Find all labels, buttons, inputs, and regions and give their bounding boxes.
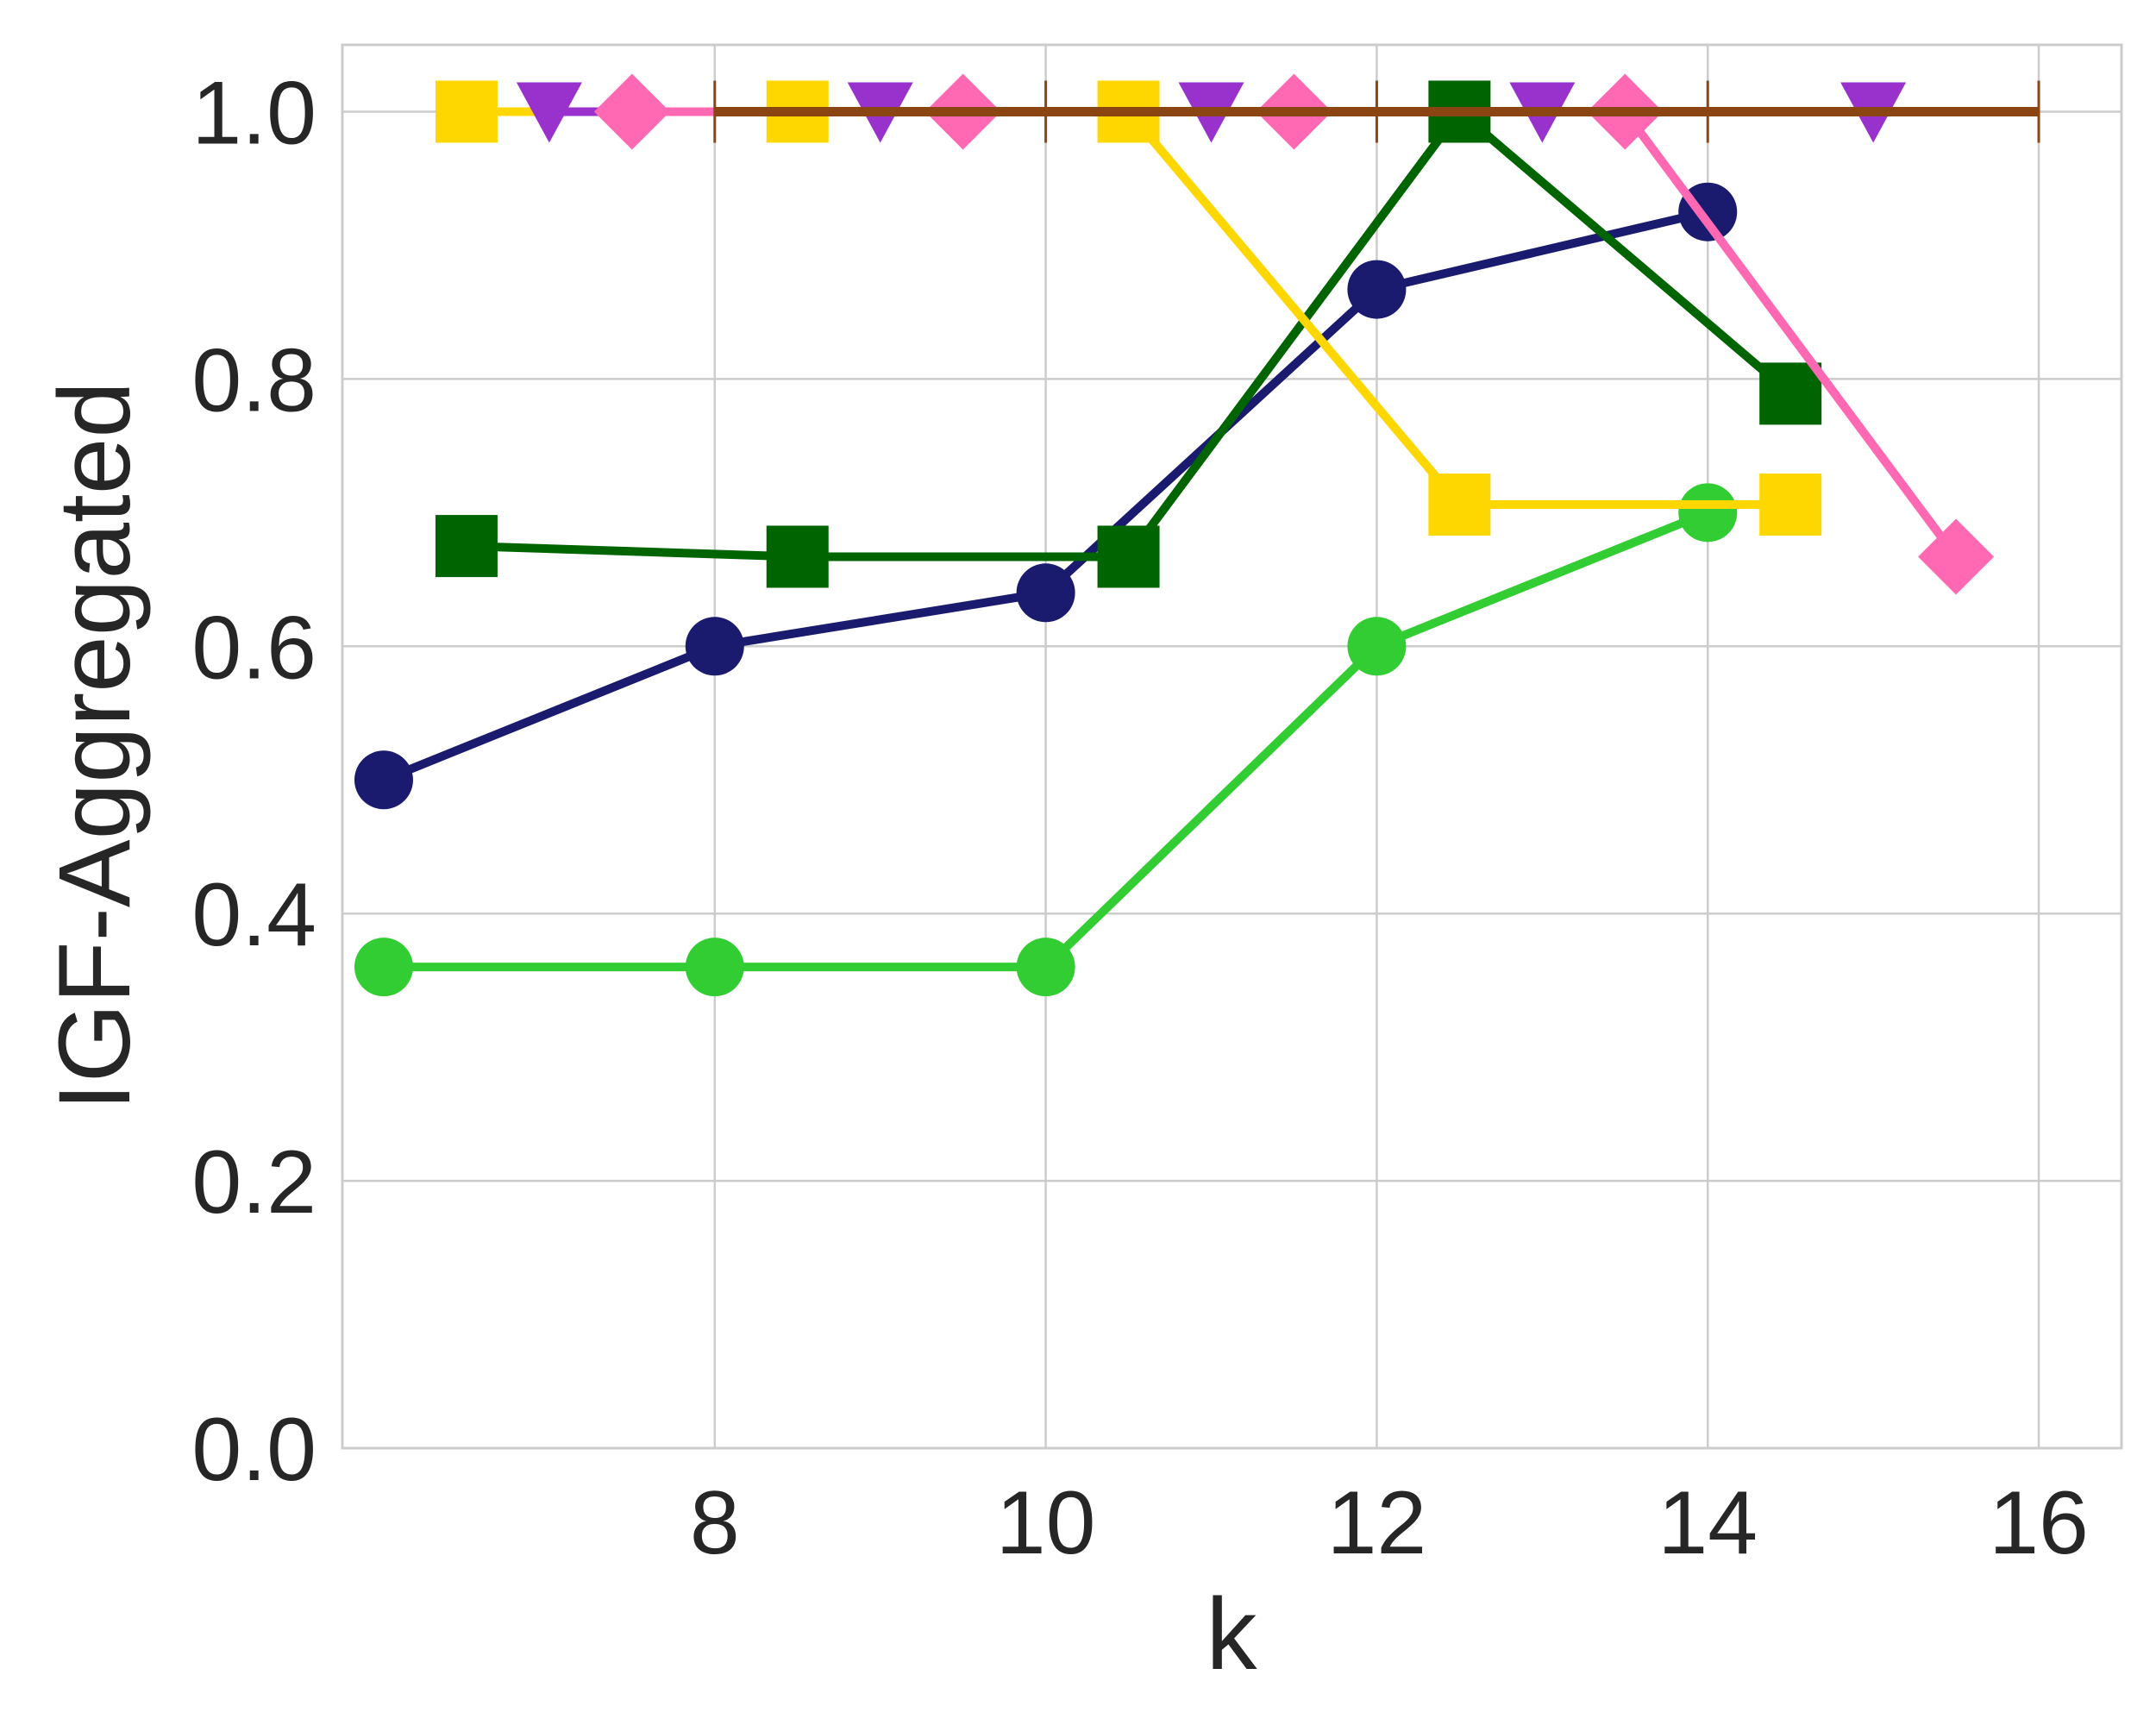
series-3-point (435, 515, 498, 578)
series-2-point (685, 938, 744, 997)
series-4-point (1759, 474, 1822, 536)
series-2-point (1678, 483, 1738, 543)
x-tick-labels: 8 10 12 14 16 (690, 1473, 2089, 1573)
series-2 (354, 483, 1738, 997)
series-5-point (516, 82, 582, 143)
y-tick-labels: 0.0 0.2 0.4 0.6 0.8 1.0 (191, 63, 317, 1500)
series-1-point (685, 617, 744, 676)
y-axis-label: IGF-Aggregated (38, 381, 152, 1111)
y-tick-label: 0.8 (191, 330, 317, 430)
x-tick-label: 14 (1658, 1473, 1758, 1573)
y-tick-label: 0.0 (191, 1400, 317, 1500)
series-2-point (354, 938, 413, 997)
series-1-point (1016, 563, 1075, 623)
series-layer (354, 73, 2040, 997)
series-1-point (354, 750, 413, 810)
plot-background (342, 45, 2122, 1448)
series-7 (713, 80, 2040, 143)
series-6-point (1918, 518, 1995, 595)
y-tick-label: 0.4 (191, 865, 317, 965)
y-tick-label: 0.6 (191, 598, 317, 698)
series-4-point (1428, 474, 1491, 536)
x-axis-label: k (1206, 1578, 1258, 1691)
x-tick-label: 12 (1327, 1473, 1427, 1573)
series-6-point (593, 73, 670, 150)
series-2-point (1016, 938, 1075, 997)
x-tick-label: 16 (1989, 1473, 2089, 1573)
series-4-point (435, 80, 498, 143)
y-tick-label: 0.2 (191, 1132, 317, 1233)
series-2-point (1347, 617, 1407, 676)
x-tick-label: 10 (996, 1473, 1096, 1573)
series-1-point (1347, 260, 1407, 319)
series-1 (354, 182, 1738, 810)
plot-frame (341, 43, 2123, 1450)
series-3-point (1759, 362, 1822, 425)
y-tick-label: 1.0 (191, 63, 317, 163)
series-3-point (766, 525, 829, 588)
series-3-point (1097, 525, 1160, 588)
x-tick-label: 8 (690, 1473, 740, 1573)
